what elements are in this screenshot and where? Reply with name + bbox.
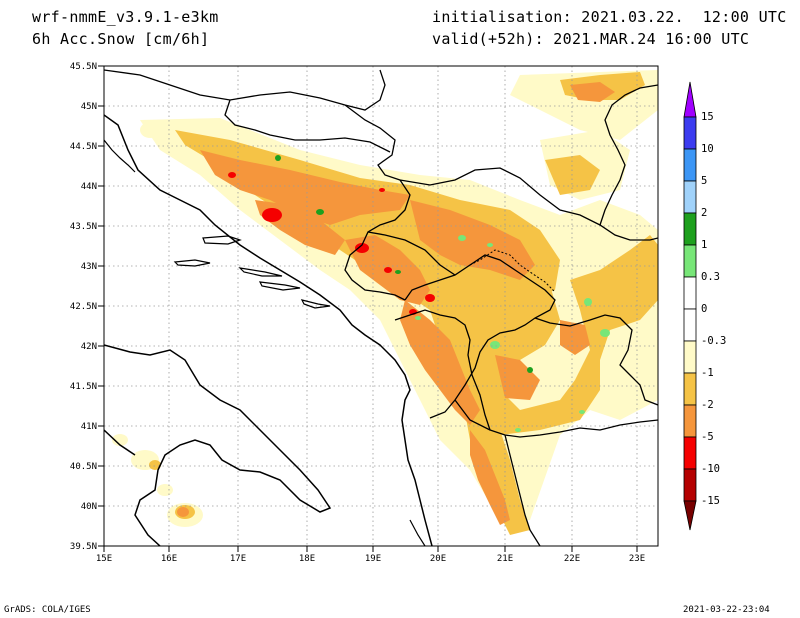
legend-label: 1: [701, 239, 707, 251]
legend-swatch: [683, 372, 697, 406]
lat-label: 40.5N: [70, 462, 97, 472]
coastlines: [104, 114, 433, 546]
lat-label: 45N: [81, 102, 97, 112]
lon-label: 15E: [96, 554, 112, 564]
legend-swatch: [683, 212, 697, 246]
legend-label: -15: [701, 495, 720, 507]
legend-swatch: [683, 308, 697, 342]
map-panel: [104, 66, 658, 546]
graticule: [104, 66, 658, 546]
legend-label: -1: [701, 367, 714, 379]
lat-label: 45.5N: [70, 62, 97, 72]
country-borders: [104, 69, 658, 546]
legend-swatch: [683, 340, 697, 374]
latitude-labels: 45.5N 45N 44.5N 44N 43.5N 43N 42.5N 42N …: [70, 62, 97, 552]
lon-label: 23E: [629, 554, 645, 564]
lon-label: 16E: [161, 554, 177, 564]
legend-swatch: [683, 276, 697, 310]
initialisation-time: initialisation: 2021.03.22. 12:00 UTC: [432, 8, 787, 26]
legend-swatch: [683, 180, 697, 214]
lat-label: 42N: [81, 342, 97, 352]
lat-label: 42.5N: [70, 302, 97, 312]
longitude-labels: 15E 16E 17E 18E 19E 20E 21E 22E 23E: [96, 554, 645, 564]
legend-label: 0: [701, 303, 707, 315]
legend-bottom-arrow: [683, 500, 697, 531]
lat-label: 44N: [81, 182, 97, 192]
legend-label: 0.3: [701, 271, 720, 283]
legend-label: -2: [701, 399, 714, 411]
valid-time: valid(+52h): 2021.MAR.24 16:00 UTC: [432, 30, 750, 48]
legend-label: -0.3: [701, 335, 726, 347]
legend-swatch: [683, 436, 697, 470]
lat-label: 43N: [81, 262, 97, 272]
footer-timestamp: 2021-03-22-23:04: [683, 605, 770, 615]
model-title: wrf-nmmE_v3.9.1-e3km: [32, 8, 219, 26]
lat-label: 40N: [81, 502, 97, 512]
lat-label: 41.5N: [70, 382, 97, 392]
field-title: 6h Acc.Snow [cm/6h]: [32, 30, 210, 48]
legend-swatch: [683, 244, 697, 278]
legend-label: 5: [701, 175, 707, 187]
lon-label: 20E: [430, 554, 446, 564]
legend-top-arrow: [683, 81, 697, 118]
color-legend: 15 10 5 2 1 0.3 0 -0.3 -1 -2 -5 -10 -15: [683, 81, 726, 531]
lat-label: 39.5N: [70, 542, 97, 552]
legend-label: -5: [701, 431, 714, 443]
lat-label: 41N: [81, 422, 97, 432]
legend-label: 15: [701, 111, 714, 123]
snow-band-red: [228, 172, 435, 315]
legend-swatch: [683, 116, 697, 150]
lat-label: 43.5N: [70, 222, 97, 232]
lat-label: 44.5N: [70, 142, 97, 152]
footer-credit: GrADS: COLA/IGES: [4, 605, 91, 615]
snow-band-green: [275, 155, 610, 432]
legend-label: 10: [701, 143, 714, 155]
legend-swatch: [683, 468, 697, 502]
legend-label: 2: [701, 207, 707, 219]
legend-swatch: [683, 148, 697, 182]
lon-label: 18E: [299, 554, 315, 564]
axis-ticks: [98, 65, 638, 552]
lon-label: 19E: [365, 554, 381, 564]
lon-label: 21E: [497, 554, 513, 564]
lon-label: 22E: [564, 554, 580, 564]
lon-label: 17E: [230, 554, 246, 564]
legend-label: -10: [701, 463, 720, 475]
legend-swatch: [683, 404, 697, 438]
